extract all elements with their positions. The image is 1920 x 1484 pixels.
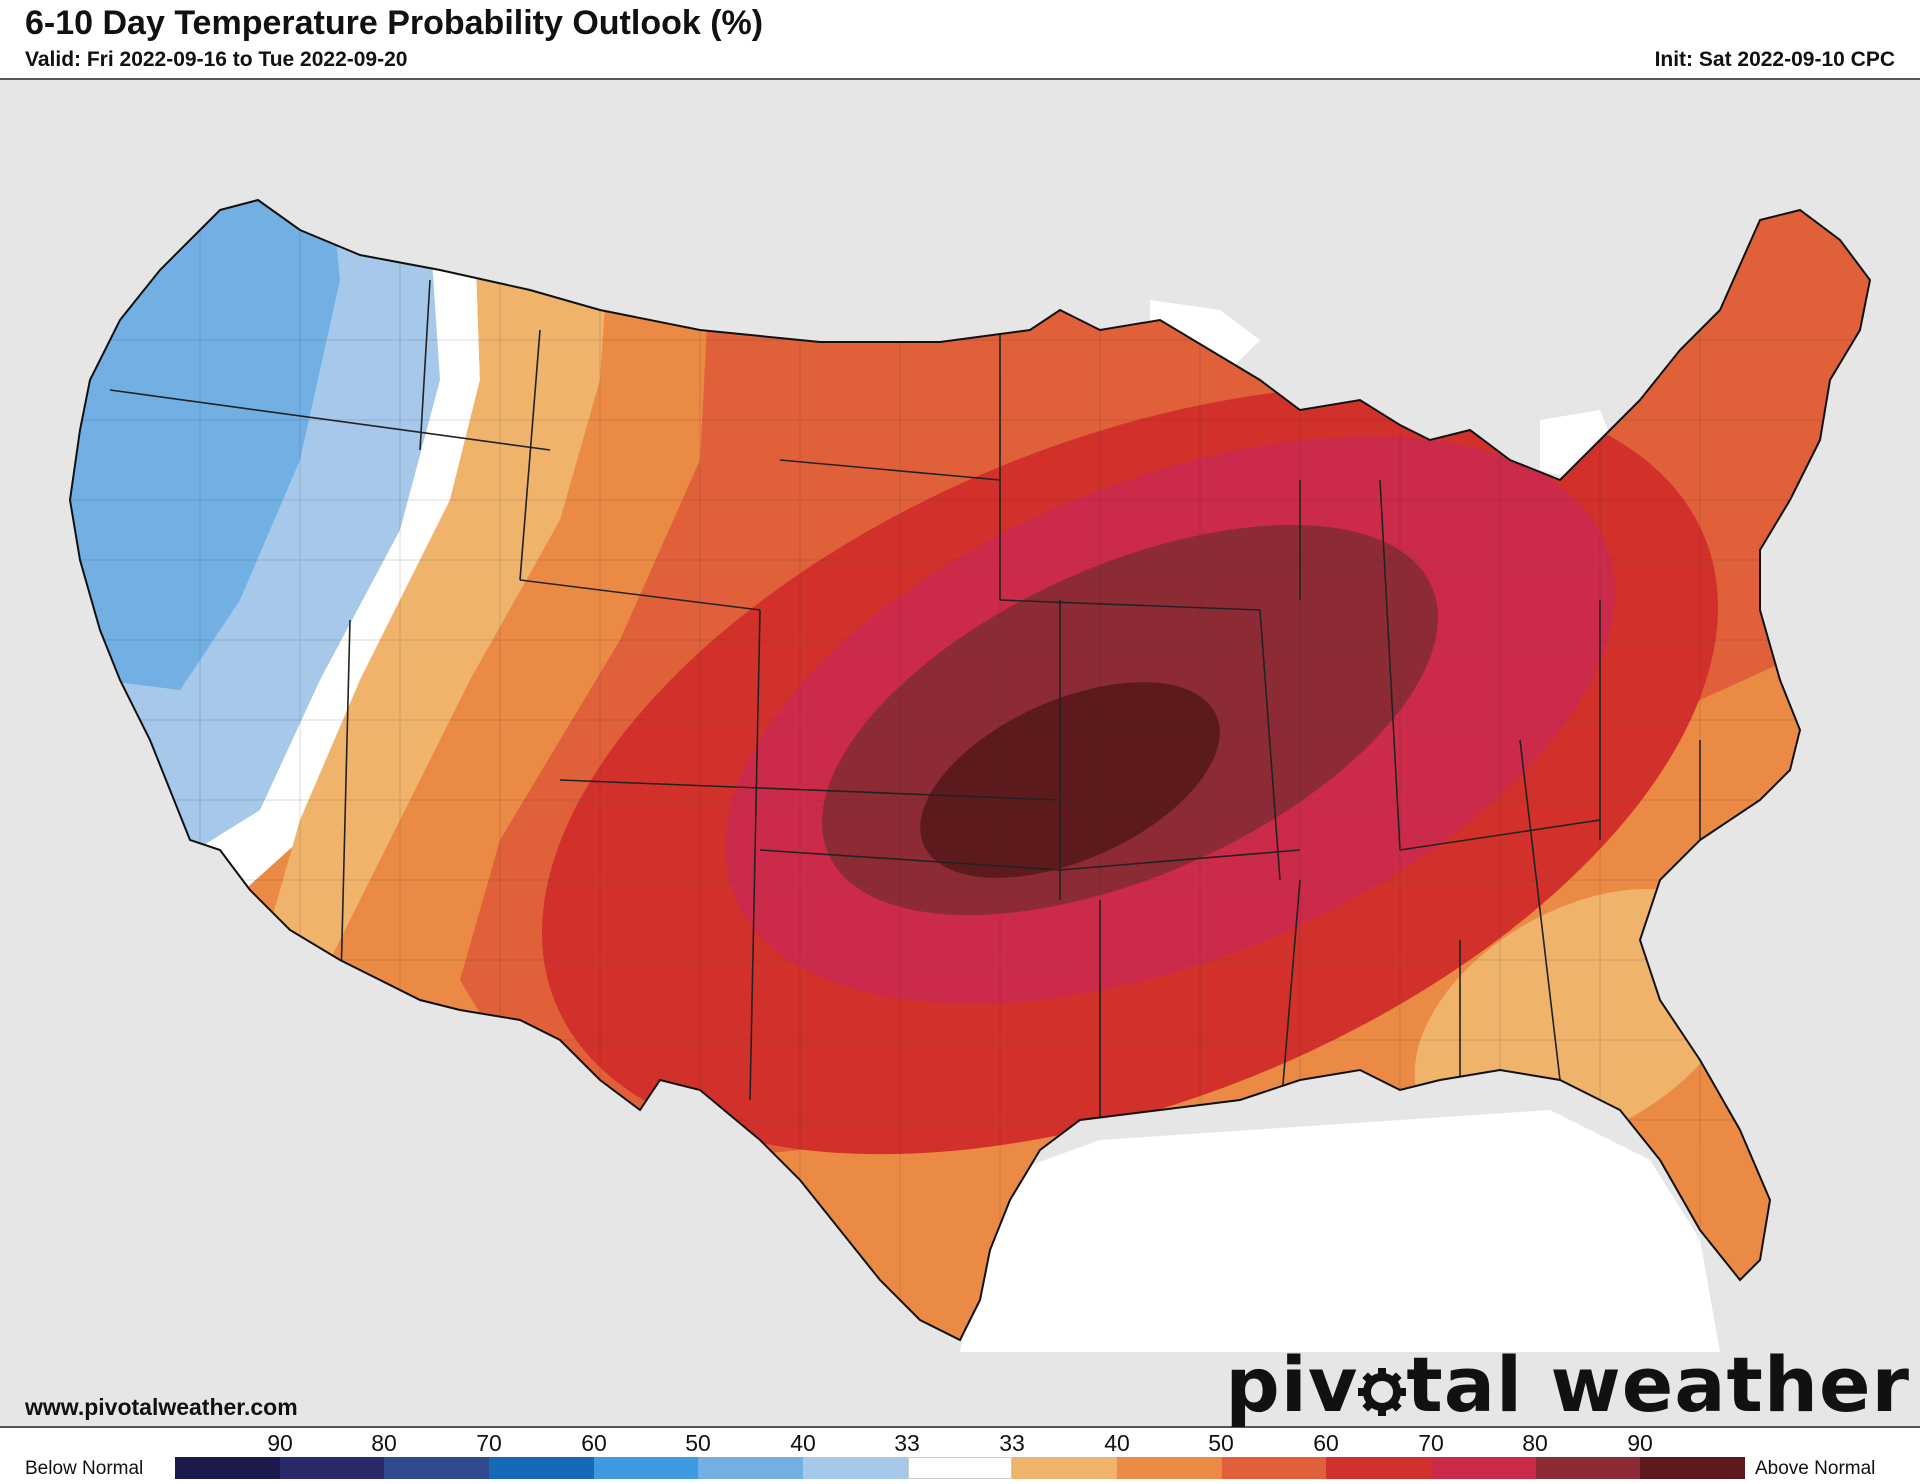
legend-tick: 90 xyxy=(267,1430,293,1456)
legend-swatch xyxy=(279,1457,385,1479)
legend-swatch xyxy=(384,1457,490,1479)
init-time: Init: Sat 2022-09-10 CPC xyxy=(1654,48,1895,71)
legend-swatch xyxy=(1012,1457,1118,1479)
legend-swatch xyxy=(593,1457,699,1479)
legend-swatch xyxy=(1117,1457,1222,1479)
legend-tick: 80 xyxy=(371,1430,397,1456)
map-title: 6-10 Day Temperature Probability Outlook… xyxy=(25,4,764,42)
legend-tick: 50 xyxy=(685,1430,711,1456)
map-canvas xyxy=(0,80,1920,1426)
logo-text-right: tal weather xyxy=(1406,1340,1910,1429)
below-normal-label: Below Normal xyxy=(25,1458,144,1479)
pivotal-weather-logo: piv tal weather xyxy=(1225,1340,1910,1429)
logo-text-left: piv xyxy=(1225,1340,1359,1429)
legend-swatch xyxy=(698,1457,804,1479)
legend-tick: 70 xyxy=(1418,1430,1444,1456)
legend-tick: 90 xyxy=(1627,1430,1653,1456)
legend-swatch xyxy=(489,1457,594,1479)
legend-tick: 40 xyxy=(790,1430,816,1456)
legend-swatch xyxy=(1431,1457,1536,1479)
legend-swatch xyxy=(803,1457,908,1479)
legend-tick: 33 xyxy=(894,1430,920,1456)
color-legend: 90 80 70 60 50 40 33 33 40 50 60 70 80 9… xyxy=(0,1430,1920,1484)
above-normal-label: Above Normal xyxy=(1755,1458,1876,1479)
website-url: www.pivotalweather.com xyxy=(25,1394,298,1420)
legend-tick: 33 xyxy=(999,1430,1025,1456)
legend-tick: 50 xyxy=(1208,1430,1234,1456)
valid-period: Valid: Fri 2022-09-16 to Tue 2022-09-20 xyxy=(25,48,408,71)
legend-tick: 60 xyxy=(1313,1430,1339,1456)
legend-swatch xyxy=(175,1457,280,1479)
legend-tick: 80 xyxy=(1522,1430,1548,1456)
legend-swatch xyxy=(1326,1457,1432,1479)
legend-swatch xyxy=(1535,1457,1641,1479)
outlook-map xyxy=(0,78,1920,1428)
legend-tick: 40 xyxy=(1104,1430,1130,1456)
gear-icon xyxy=(1358,1368,1407,1416)
legend-swatch xyxy=(1221,1457,1327,1479)
legend-swatch xyxy=(907,1457,1013,1479)
legend-color-bar xyxy=(175,1457,1746,1479)
legend-tick: 70 xyxy=(476,1430,502,1456)
legend-swatch xyxy=(1640,1457,1746,1479)
legend-tick: 60 xyxy=(581,1430,607,1456)
